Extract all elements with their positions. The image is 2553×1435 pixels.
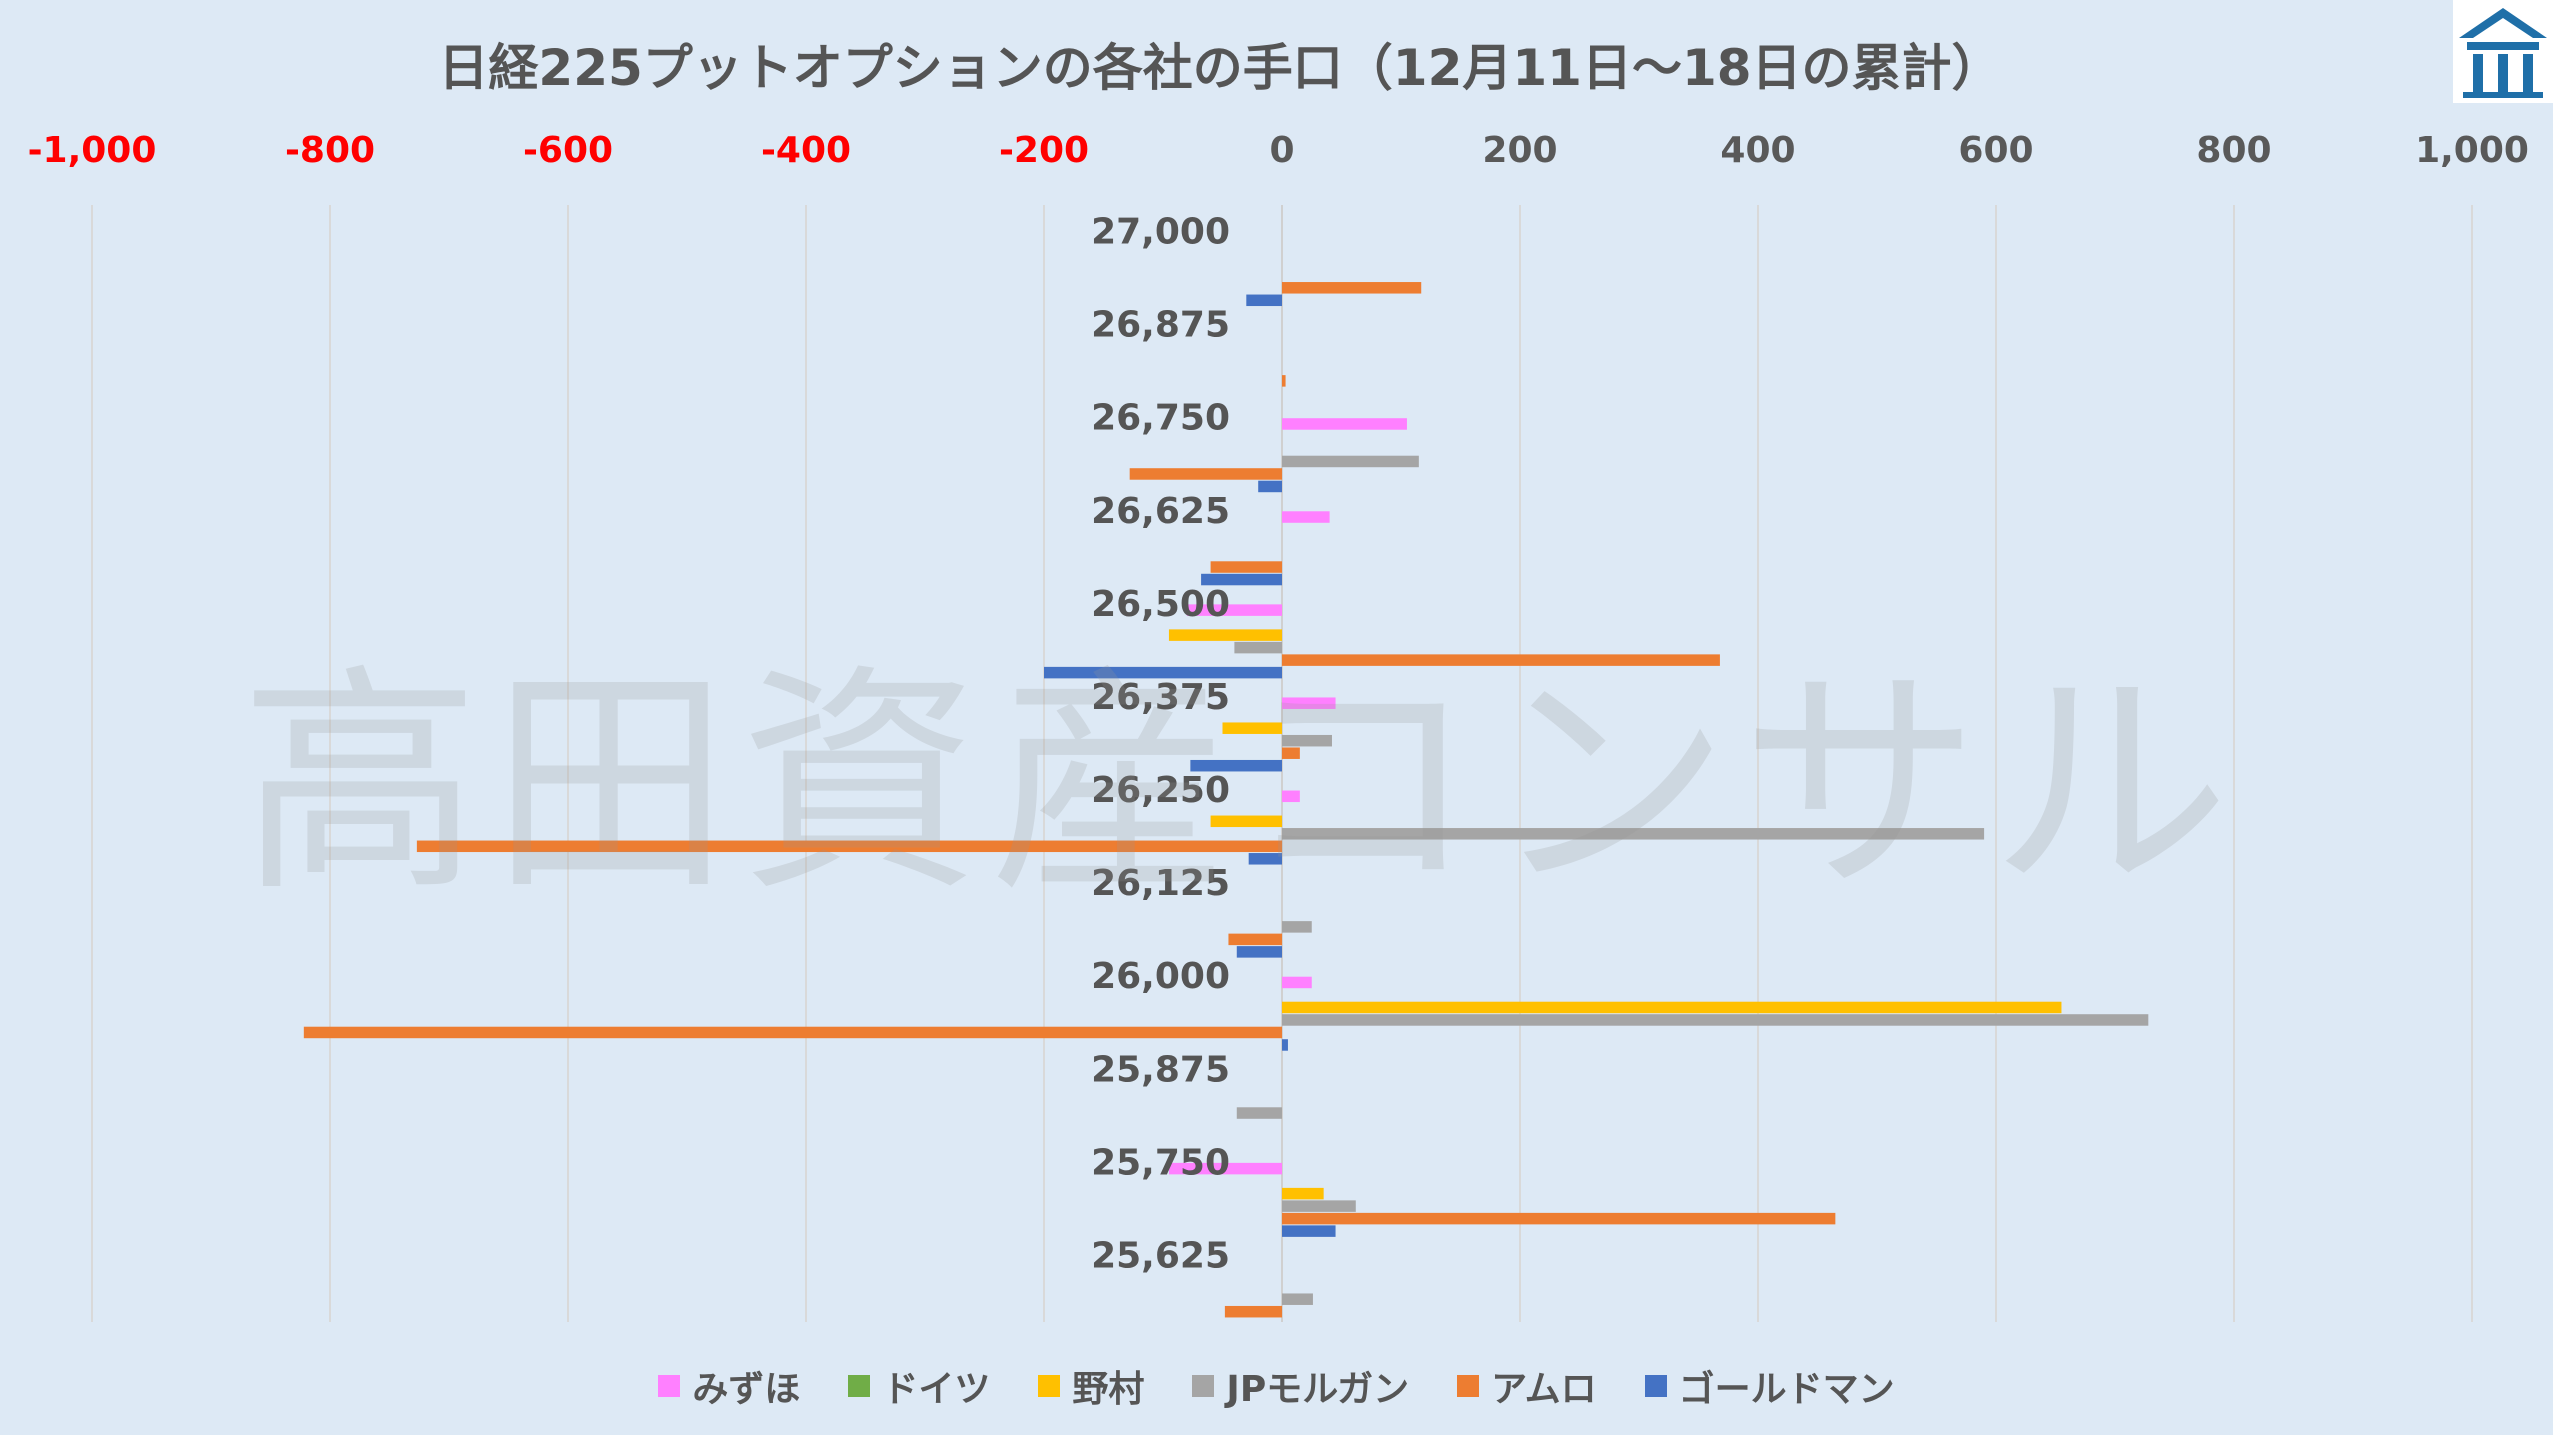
bar	[1282, 790, 1300, 803]
bar	[1282, 282, 1422, 294]
legend-swatch	[1457, 1375, 1480, 1397]
legend-swatch	[1644, 1375, 1667, 1397]
category-label: 25,875	[1091, 1049, 1230, 1090]
x-tick-label: -200	[999, 130, 1089, 171]
bar	[1282, 1200, 1356, 1212]
legend-label: JPモルガン	[1226, 1369, 1410, 1410]
legend-label: ドイツ	[882, 1369, 991, 1410]
bar	[1282, 1225, 1336, 1237]
legend-item: ドイツ	[848, 1360, 990, 1412]
x-tick-label: -1,000	[28, 130, 157, 171]
x-tick-label: 800	[2196, 130, 2271, 171]
legend-swatch	[658, 1375, 681, 1397]
bar	[1129, 468, 1282, 480]
x-tick-label: 600	[1958, 130, 2033, 171]
bar	[1210, 561, 1282, 573]
category-label: 25,750	[1091, 1142, 1230, 1183]
bar	[1282, 1293, 1313, 1305]
bar	[1282, 747, 1300, 759]
legend-label: アムロ	[1491, 1369, 1597, 1410]
x-tick-label: 400	[1720, 130, 1795, 171]
bar	[1236, 946, 1282, 958]
x-tick-label: -600	[523, 130, 613, 171]
bar	[1236, 1107, 1282, 1119]
legend-item: JPモルガン	[1192, 1360, 1409, 1412]
bar	[1282, 654, 1720, 666]
chart-title: 日経225プットオプションの各社の手口（12月11日〜18日の累計）	[438, 39, 2002, 97]
bar	[1282, 921, 1312, 933]
legend: みずほ ドイツ 野村 JPモルガン アムロ ゴールドマン	[0, 1360, 2553, 1412]
category-label: 25,625	[1091, 1235, 1230, 1276]
bar	[1282, 1187, 1324, 1200]
logo	[2453, 0, 2553, 103]
bar	[1186, 604, 1282, 616]
bar	[1282, 734, 1332, 747]
legend-item: アムロ	[1457, 1360, 1597, 1412]
bar	[1282, 1212, 1836, 1225]
bar	[1044, 666, 1282, 679]
watermark: 高田資産コンサル	[240, 644, 2241, 924]
bar	[1201, 573, 1282, 586]
x-tick-label: -400	[761, 130, 851, 171]
category-label: 26,250	[1091, 770, 1230, 811]
bar	[1228, 933, 1282, 946]
category-label: 26,125	[1091, 863, 1230, 904]
category-label: 26,500	[1091, 584, 1230, 625]
bar	[1210, 815, 1282, 828]
bar	[1222, 722, 1282, 734]
bar	[1224, 1305, 1282, 1318]
bar	[1282, 511, 1330, 523]
x-tick-label: -800	[285, 130, 375, 171]
bar	[1282, 418, 1407, 430]
bar	[1282, 375, 1286, 387]
bar	[1282, 1014, 2149, 1026]
legend-item: みずほ	[658, 1360, 800, 1412]
x-tick-label: 1,000	[2415, 130, 2529, 171]
legend-swatch	[1038, 1375, 1061, 1397]
category-label: 26,375	[1091, 677, 1230, 718]
bar	[1282, 1039, 1288, 1051]
x-tick-label: 0	[1269, 130, 1294, 171]
bar	[1258, 480, 1282, 493]
bar	[416, 840, 1282, 853]
category-labels: 27,000 26,875 26,750 26,625 26,500 26,375 26,2…	[1091, 212, 1230, 1277]
bar	[1282, 455, 1419, 468]
bar	[1282, 697, 1336, 709]
bars	[303, 282, 2149, 1318]
legend-label: ゴールドマン	[1678, 1369, 1895, 1410]
legend-item: ゴールドマン	[1644, 1360, 1895, 1412]
bar	[303, 1026, 1282, 1039]
legend-swatch	[1192, 1375, 1215, 1397]
category-label: 27,000	[1091, 212, 1230, 253]
bar	[1248, 853, 1282, 865]
bar	[1234, 641, 1282, 654]
bar	[1168, 1162, 1282, 1175]
category-label: 26,625	[1091, 491, 1230, 532]
category-label: 26,875	[1091, 305, 1230, 346]
bar	[1282, 976, 1312, 989]
legend-label: 野村	[1072, 1369, 1145, 1410]
grid-lines	[91, 205, 2473, 1322]
building-logo-icon	[2459, 8, 2547, 98]
bar	[1246, 294, 1282, 307]
legend-swatch	[848, 1375, 871, 1397]
category-label: 26,000	[1091, 956, 1230, 997]
category-label: 26,750	[1091, 398, 1230, 439]
legend-label: みずほ	[692, 1369, 801, 1410]
bar	[1168, 629, 1282, 641]
bar	[1282, 1001, 2062, 1014]
x-tick-label: 200	[1482, 130, 1557, 171]
bar	[1190, 759, 1282, 772]
x-axis-ticks: -1,000 -800 -600 -400 -200 0 200 400 600 800 1,000	[28, 130, 2529, 171]
legend-item: 野村	[1038, 1360, 1144, 1412]
bar	[1282, 828, 1985, 840]
